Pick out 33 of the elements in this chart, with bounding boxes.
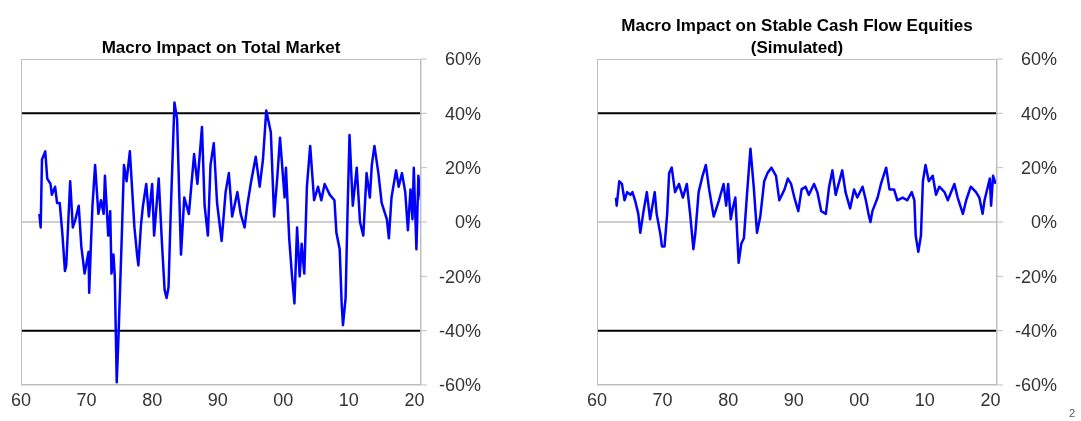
chart-title: Macro Impact on Total Market	[101, 37, 341, 59]
text: 2	[1068, 407, 1075, 419]
x-tick-label: 60	[586, 389, 608, 410]
x-tick-label: 10	[914, 389, 935, 410]
y-tick-label: 40%	[444, 103, 481, 124]
y-tick-label: 0%	[1030, 212, 1057, 233]
y-tick-label: -60%	[438, 375, 481, 396]
y-tick-label: -60%	[1014, 375, 1057, 396]
x-tick-label: 90	[783, 389, 804, 410]
y-tick-label: -20%	[1014, 266, 1057, 287]
y-tick-label: -40%	[1014, 321, 1057, 342]
y-tick-label: -20%	[438, 266, 481, 287]
y-tick-label: 20%	[1020, 158, 1057, 179]
x-tick-label: 20	[980, 389, 1001, 410]
x-tick-label: 00	[273, 389, 294, 410]
x-tick-label: 80	[142, 389, 163, 410]
chart-title: Macro Impact on Stable Cash Flow Equities (Simulated)	[620, 15, 974, 59]
x-tick-label: 00	[849, 389, 870, 410]
y-tick-label: 40%	[1020, 103, 1057, 124]
y-tick-label: 20%	[444, 158, 481, 179]
x-tick-label: 90	[207, 389, 228, 410]
line-series	[614, 147, 997, 264]
x-tick-label: 70	[652, 389, 673, 410]
x-tick-label: 10	[338, 389, 359, 410]
x-tick-label: 60	[10, 389, 32, 410]
line-series	[38, 101, 421, 384]
x-tick-label: 70	[76, 389, 97, 410]
x-tick-label: 20	[404, 389, 425, 410]
y-tick-label: 60%	[1020, 49, 1057, 70]
y-tick-label: 0%	[454, 212, 481, 233]
y-tick-label: 60%	[444, 49, 481, 70]
y-tick-label: -40%	[438, 321, 481, 342]
x-tick-label: 80	[718, 389, 739, 410]
